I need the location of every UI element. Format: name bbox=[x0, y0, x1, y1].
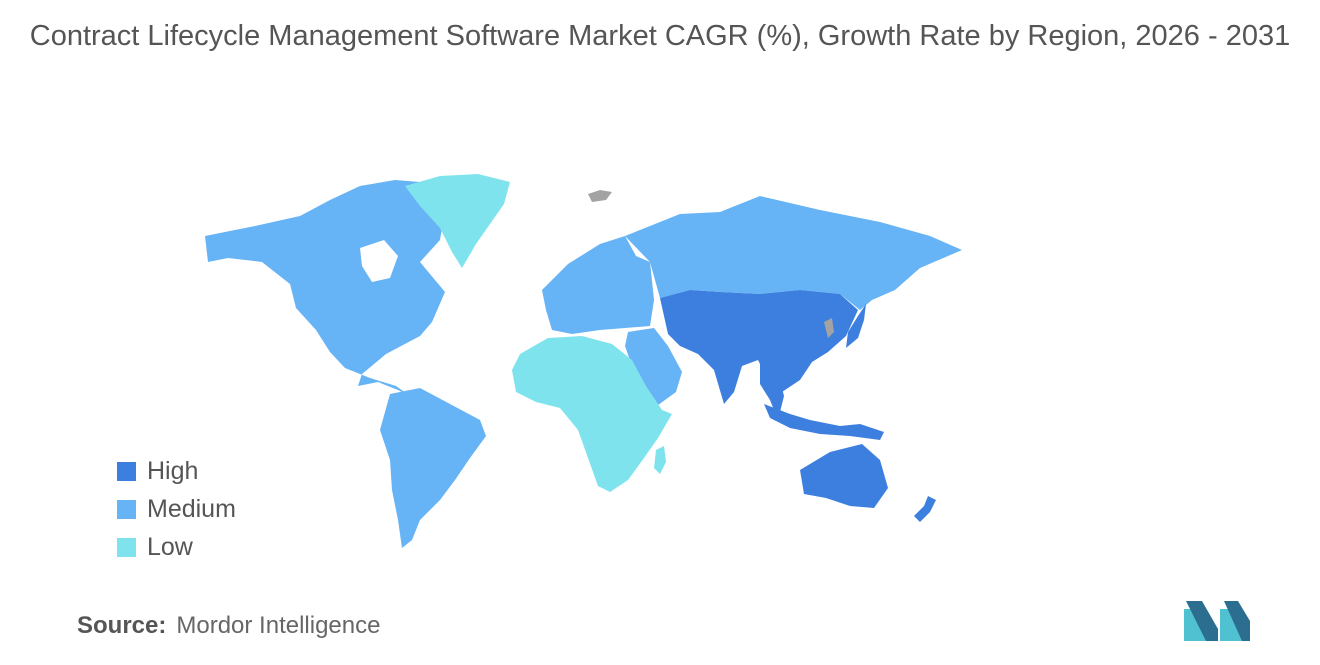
region-madagascar bbox=[654, 446, 666, 474]
region-southeast-asia bbox=[760, 364, 784, 420]
region-asia bbox=[660, 290, 858, 404]
region-svalbard-no-data bbox=[588, 190, 612, 202]
region-north-america bbox=[205, 180, 445, 396]
chart-title: Contract Lifecycle Management Software M… bbox=[29, 20, 1291, 52]
region-south-america bbox=[380, 388, 486, 548]
region-japan bbox=[846, 304, 866, 348]
source-label: Source: bbox=[77, 612, 167, 639]
legend-swatch-low bbox=[117, 537, 136, 557]
hudson-bay bbox=[360, 240, 398, 282]
legend-label-medium: Medium bbox=[147, 494, 236, 523]
mordor-intelligence-logo bbox=[1184, 601, 1250, 641]
legend-item-low: Low bbox=[117, 528, 236, 566]
legend-item-high: High bbox=[117, 452, 236, 490]
source: Source: Mordor Intelligence bbox=[77, 612, 380, 640]
legend: High Medium Low bbox=[117, 452, 236, 566]
source-value: Mordor Intelligence bbox=[176, 612, 381, 639]
legend-label-high: High bbox=[147, 456, 199, 485]
legend-swatch-high bbox=[117, 461, 136, 481]
region-indonesia bbox=[764, 404, 884, 440]
legend-item-medium: Medium bbox=[117, 490, 236, 528]
region-australia bbox=[800, 444, 888, 508]
region-new-zealand bbox=[914, 496, 936, 522]
region-africa bbox=[512, 336, 672, 492]
region-russia bbox=[625, 196, 962, 310]
legend-label-low: Low bbox=[147, 532, 193, 561]
region-europe bbox=[542, 236, 654, 334]
legend-swatch-medium bbox=[117, 499, 136, 519]
region-korea-no-data bbox=[824, 318, 834, 338]
region-greenland bbox=[405, 174, 510, 268]
